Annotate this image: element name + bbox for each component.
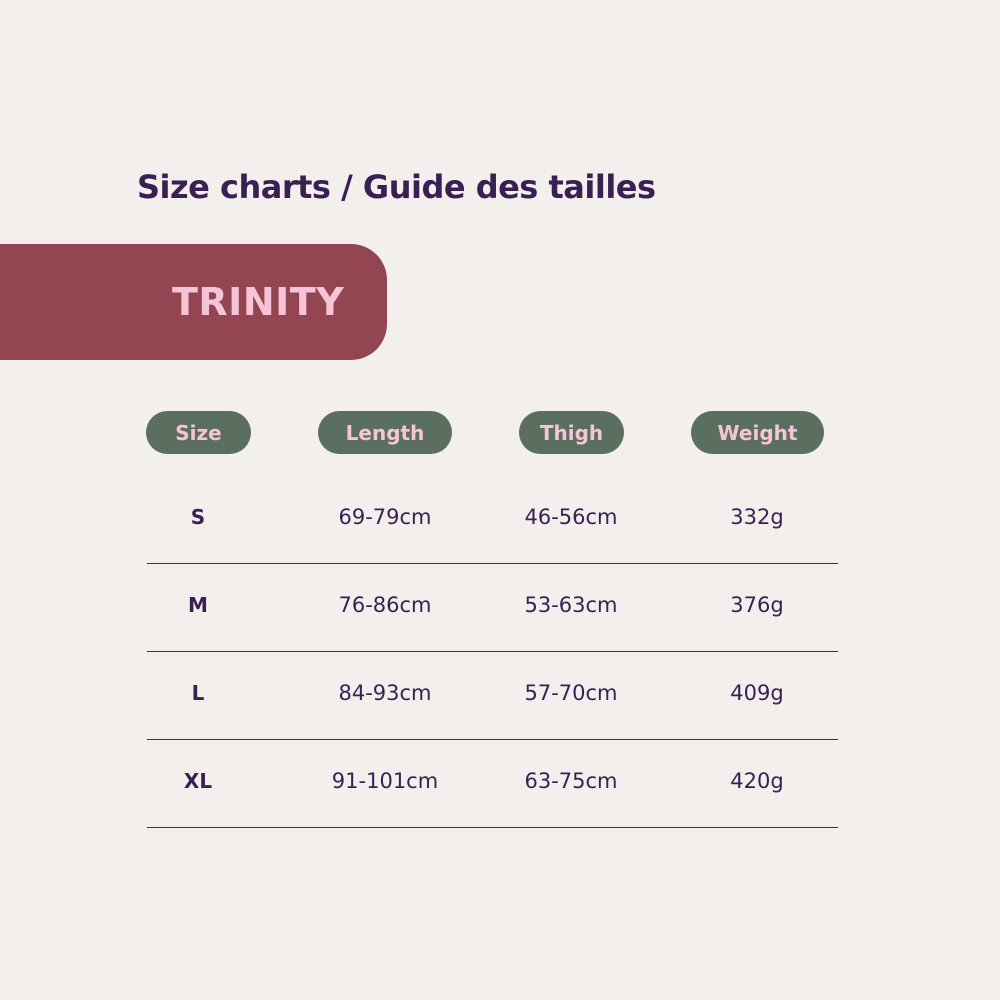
page-title: Size charts / Guide des tailles	[137, 168, 656, 206]
table-cell: 409g	[730, 681, 784, 705]
table-cell: XL	[183, 769, 213, 793]
header-thigh: Thigh	[519, 411, 624, 454]
header-weight: Weight	[691, 411, 824, 454]
table-cell: L	[191, 681, 205, 705]
header-size: Size	[146, 411, 251, 454]
row-divider	[147, 827, 838, 828]
table-cell: 332g	[730, 505, 784, 529]
table-cell: 57-70cm	[524, 681, 618, 705]
product-name: TRINITY	[172, 280, 345, 324]
table-cell: 53-63cm	[524, 593, 618, 617]
table-cell: 76-86cm	[338, 593, 432, 617]
header-length: Length	[318, 411, 452, 454]
table-cell: 63-75cm	[524, 769, 618, 793]
table-cell: 420g	[730, 769, 784, 793]
table-cell: M	[188, 593, 208, 617]
row-divider	[147, 563, 838, 564]
row-divider	[147, 651, 838, 652]
table-cell: 69-79cm	[338, 505, 432, 529]
table-cell: S	[190, 505, 206, 529]
table-cell: 84-93cm	[338, 681, 432, 705]
row-divider	[147, 739, 838, 740]
table-cell: 376g	[730, 593, 784, 617]
product-banner: TRINITY	[0, 244, 387, 360]
table-cell: 46-56cm	[524, 505, 618, 529]
table-cell: 91-101cm	[331, 769, 439, 793]
